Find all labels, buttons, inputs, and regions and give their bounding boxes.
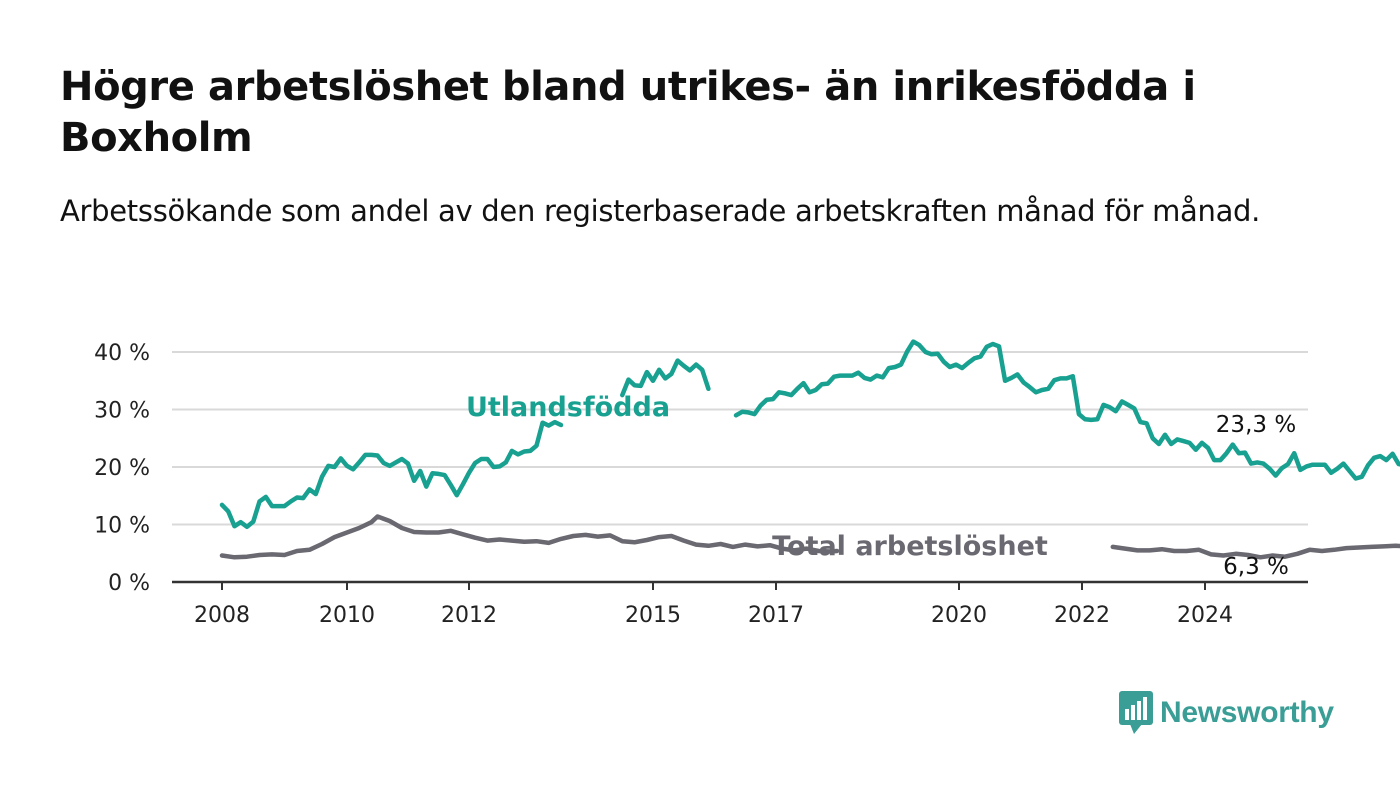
end-value-label: 6,3 %	[1223, 554, 1289, 580]
x-tick-label: 2017	[748, 603, 804, 628]
x-tick-label: 2012	[441, 603, 497, 628]
x-tick-label: 2020	[931, 603, 987, 628]
y-tick-label: 40 %	[94, 341, 150, 366]
newsworthy-logo: Newsworthy	[1118, 690, 1334, 736]
series-line-utlandsfodda	[219, 339, 1400, 530]
series-label-utlandsfodda: Utlandsfödda	[466, 392, 670, 423]
x-tick-label: 2010	[319, 603, 375, 628]
y-tick-label: 30 %	[94, 399, 150, 424]
y-tick-label: 20 %	[94, 456, 150, 481]
series-labels: Utlandsfödda Total arbetslöshet 23,3 % 6,3 …	[466, 392, 1296, 580]
x-tick-label: 2008	[194, 603, 250, 628]
end-value-label: 23,3 %	[1216, 412, 1296, 438]
x-tick-label: 2024	[1177, 603, 1233, 628]
x-tick-label: 2022	[1054, 603, 1110, 628]
x-axis-ticks: 2008 2010 2012 2015 2017 2020 2022 2024	[194, 582, 1233, 628]
y-axis-ticks: 0 % 10 % 20 % 30 % 40 %	[94, 341, 150, 596]
x-tick-label: 2015	[625, 603, 681, 628]
series-lines	[219, 339, 1400, 560]
series-label-total: Total arbetslöshet	[772, 531, 1048, 562]
brand-name: Newsworthy	[1160, 696, 1334, 729]
y-tick-label: 0 %	[108, 571, 150, 596]
series-line-total-arbetsloshet	[219, 514, 1400, 560]
y-tick-label: 10 %	[94, 514, 150, 539]
chart-title: Högre arbetslöshet bland utrikes- än inr…	[60, 64, 1196, 161]
bar-chart-speech-bubble-icon	[1119, 691, 1153, 734]
chart-subtitle: Arbetssökande som andel av den registerb…	[60, 194, 1261, 228]
